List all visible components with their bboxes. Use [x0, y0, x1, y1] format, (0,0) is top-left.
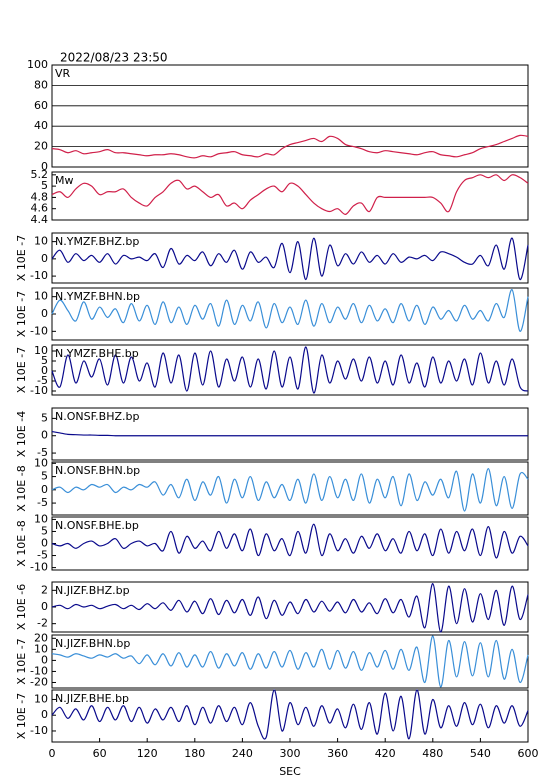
y-tick-label: 5.2 — [31, 168, 49, 181]
panel-label: N.JIZF.BHE.bp — [55, 692, 129, 705]
figure-title: 2022/08/23 23:50 — [60, 51, 168, 65]
y-tick-label: 20 — [34, 140, 48, 153]
x-tick-label: 300 — [280, 747, 301, 760]
panel-label: VR — [55, 67, 71, 80]
waveform — [51, 134, 529, 159]
x-axis-label: SEC — [279, 765, 301, 778]
panel-label: N.ONSF.BHZ.bp — [55, 410, 139, 423]
y-tick-label: 0 — [41, 307, 48, 320]
y-tick-label: 40 — [34, 119, 48, 132]
y-tick-label: 10 — [34, 290, 48, 303]
y-tick-label: 100 — [27, 58, 48, 71]
waveform — [51, 468, 529, 512]
y-tick-label: 60 — [34, 99, 48, 112]
y-axis-label: X 10E -6 — [15, 584, 28, 630]
panel-label: N.JIZF.BHN.bp — [55, 637, 130, 650]
y-tick-label: 5 — [41, 354, 48, 367]
y-tick-label: -10 — [30, 269, 48, 282]
panel-label: N.ONSF.BHE.bp — [55, 519, 139, 532]
y-tick-label: 0 — [41, 364, 48, 377]
waveform — [51, 174, 529, 215]
y-tick-label: -5 — [37, 549, 48, 562]
panel-frame — [51, 64, 529, 168]
y-tick-label: -10 — [30, 324, 48, 337]
y-tick-label: 4.6 — [31, 202, 49, 215]
panel-frame — [51, 461, 529, 516]
y-tick-label: -10 — [30, 664, 48, 677]
y-axis-label: X 10E -7 — [15, 347, 28, 393]
y-axis-label: X 10E -7 — [15, 291, 28, 337]
y-tick-label: 20 — [34, 631, 48, 644]
waveform — [51, 523, 529, 559]
waveform — [51, 689, 529, 740]
y-axis-label: X 10E -7 — [15, 638, 28, 684]
y-tick-label: 10 — [34, 642, 48, 655]
y-tick-label: -20 — [30, 675, 48, 688]
panel-label: N.JIZF.BHZ.bp — [55, 584, 130, 597]
waveform — [51, 289, 529, 332]
y-tick-label: 5 — [41, 179, 48, 192]
y-axis-label: X 10E -7 — [15, 235, 28, 281]
y-tick-label: 0 — [41, 708, 48, 721]
y-tick-label: 0 — [41, 252, 48, 265]
y-tick-label: 10 — [34, 344, 48, 357]
x-tick-label: 180 — [184, 747, 205, 760]
x-tick-label: 240 — [232, 747, 253, 760]
waveform — [51, 583, 529, 633]
x-tick-label: 480 — [422, 747, 443, 760]
panel-label: N.YMZF.BHE.bp — [55, 347, 139, 360]
y-axis-label: X 10E -8 — [15, 520, 28, 566]
y-tick-label: 10 — [34, 235, 48, 248]
x-tick-label: 420 — [375, 747, 396, 760]
x-tick-label: 540 — [470, 747, 491, 760]
y-tick-label: 80 — [34, 78, 48, 91]
panel-frame — [51, 634, 529, 689]
panel-frame — [51, 407, 529, 461]
waveform — [51, 237, 529, 281]
y-tick-label: 10 — [34, 692, 48, 705]
panel-label: N.ONSF.BHN.bp — [55, 464, 140, 477]
y-tick-label: 10 — [34, 512, 48, 525]
y-axis-label: X 10E -7 — [15, 693, 28, 739]
x-tick-label: 60 — [93, 747, 107, 760]
x-tick-label: 0 — [49, 747, 56, 760]
y-tick-label: 2 — [41, 583, 48, 596]
x-tick-label: 600 — [518, 747, 539, 760]
y-tick-label: 5 — [41, 411, 48, 424]
panel-label: N.YMZF.BHN.bp — [55, 290, 140, 303]
x-tick-label: 120 — [137, 747, 158, 760]
y-tick-label: 0 — [41, 483, 48, 496]
y-tick-label: 0 — [41, 537, 48, 550]
y-tick-label: 4.8 — [31, 190, 49, 203]
y-tick-label: -5 — [37, 374, 48, 387]
x-tick-label: 360 — [327, 747, 348, 760]
panel-label: N.YMZF.BHZ.bp — [55, 235, 139, 248]
y-tick-label: 5 — [41, 524, 48, 537]
y-tick-label: -5 — [37, 496, 48, 509]
y-tick-label: 5 — [41, 470, 48, 483]
y-tick-label: -2 — [37, 617, 48, 630]
y-tick-label: -10 — [30, 561, 48, 574]
waveform — [51, 346, 529, 394]
y-tick-label: 4.4 — [31, 213, 49, 226]
y-tick-label: 0 — [41, 600, 48, 613]
waveform — [51, 430, 529, 437]
y-tick-label: -5 — [37, 446, 48, 459]
y-tick-label: 0 — [41, 160, 48, 173]
y-axis-label: X 10E -4 — [15, 411, 28, 457]
y-tick-label: -10 — [30, 724, 48, 737]
panel-frame — [51, 344, 529, 396]
y-tick-label: 10 — [34, 456, 48, 469]
panel-label: Mw — [55, 174, 74, 187]
y-tick-label: -10 — [30, 384, 48, 397]
y-tick-label: 0 — [41, 429, 48, 442]
panel-frame — [51, 171, 529, 221]
waveform — [51, 635, 529, 688]
y-tick-label: 0 — [41, 653, 48, 666]
y-axis-label: X 10E -8 — [15, 465, 28, 511]
